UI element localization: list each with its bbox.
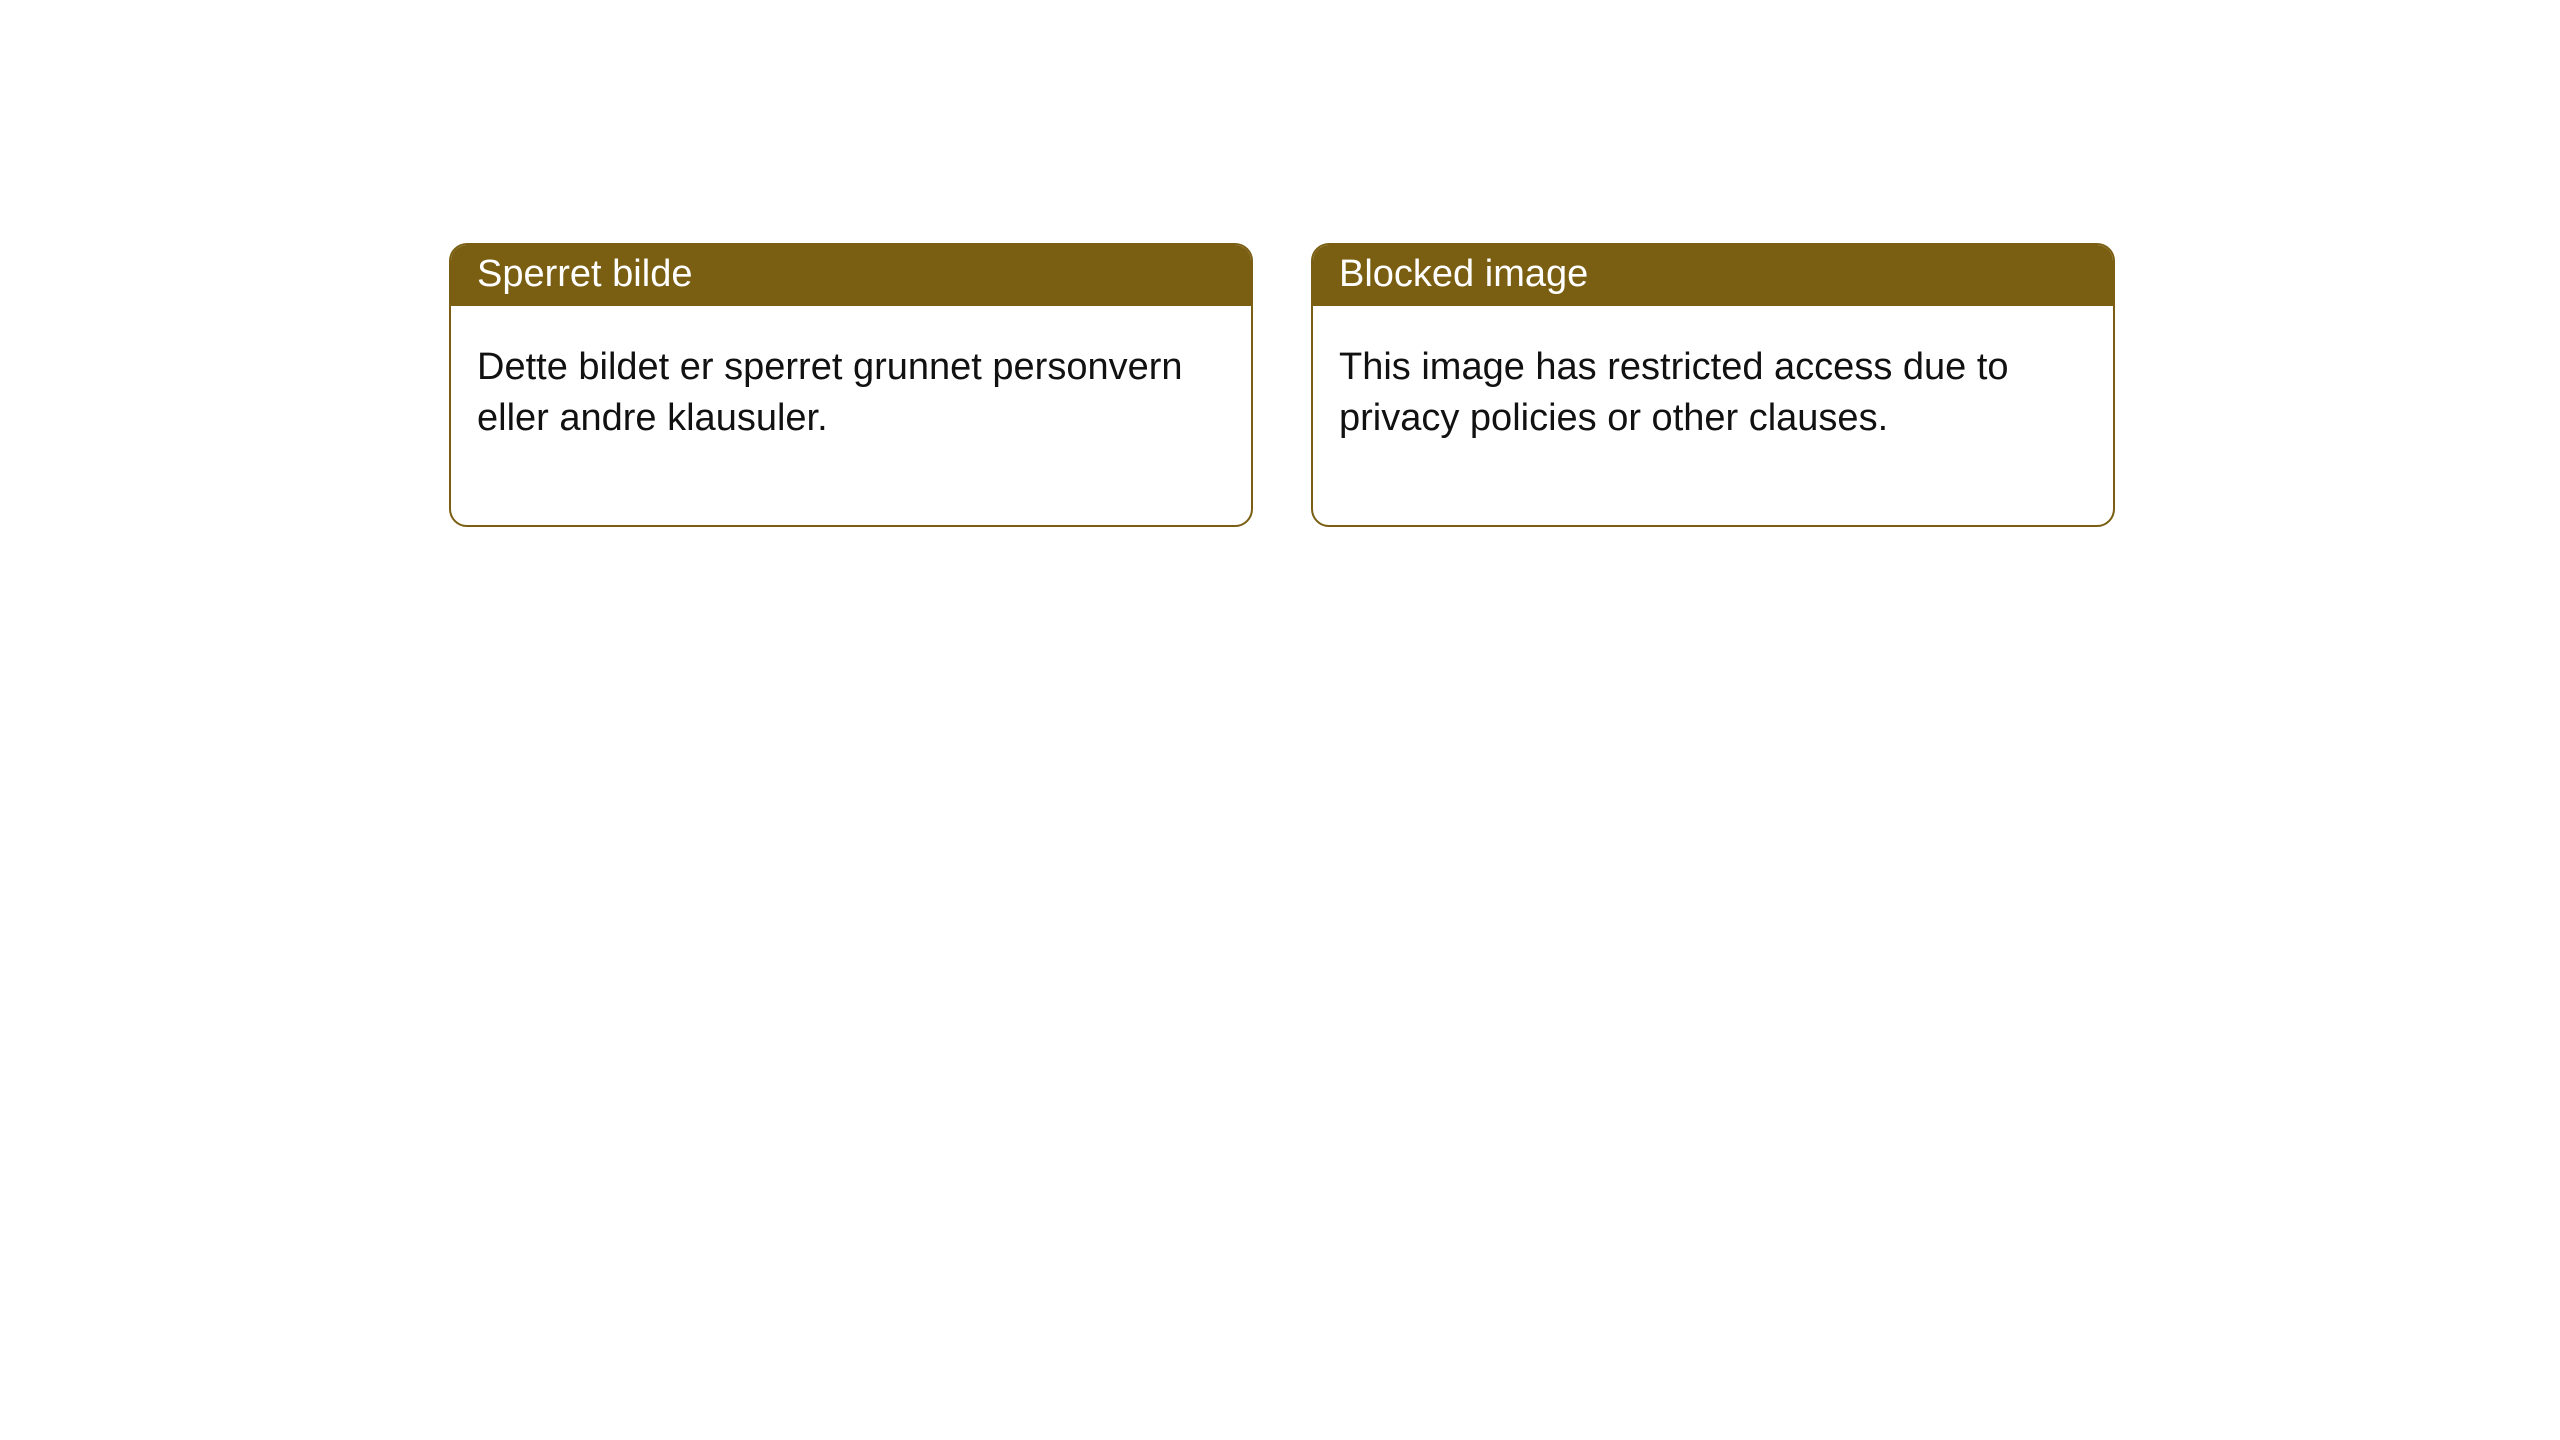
notice-card-norwegian: Sperret bilde Dette bildet er sperret gr… [449,243,1253,527]
notice-card-english: Blocked image This image has restricted … [1311,243,2115,527]
notice-container: Sperret bilde Dette bildet er sperret gr… [0,0,2560,527]
notice-card-body: Dette bildet er sperret grunnet personve… [451,306,1251,525]
notice-card-body: This image has restricted access due to … [1313,306,2113,525]
notice-card-title: Sperret bilde [451,245,1251,306]
notice-card-title: Blocked image [1313,245,2113,306]
